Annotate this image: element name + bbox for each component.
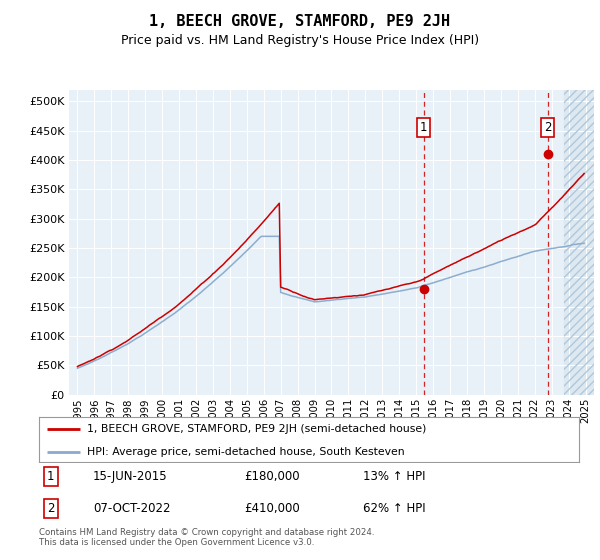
Text: £180,000: £180,000 bbox=[244, 470, 300, 483]
Text: Price paid vs. HM Land Registry's House Price Index (HPI): Price paid vs. HM Land Registry's House … bbox=[121, 34, 479, 46]
Text: Contains HM Land Registry data © Crown copyright and database right 2024.
This d: Contains HM Land Registry data © Crown c… bbox=[39, 528, 374, 547]
Text: 1, BEECH GROVE, STAMFORD, PE9 2JH: 1, BEECH GROVE, STAMFORD, PE9 2JH bbox=[149, 14, 451, 29]
Bar bbox=[563, 90, 600, 395]
Text: 1: 1 bbox=[47, 470, 55, 483]
Text: HPI: Average price, semi-detached house, South Kesteven: HPI: Average price, semi-detached house,… bbox=[86, 447, 404, 457]
Text: £410,000: £410,000 bbox=[244, 502, 300, 515]
Text: 62% ↑ HPI: 62% ↑ HPI bbox=[363, 502, 425, 515]
Text: 13% ↑ HPI: 13% ↑ HPI bbox=[363, 470, 425, 483]
Text: 07-OCT-2022: 07-OCT-2022 bbox=[93, 502, 170, 515]
Text: 2: 2 bbox=[544, 122, 551, 134]
Text: 15-JUN-2015: 15-JUN-2015 bbox=[93, 470, 167, 483]
Text: 1, BEECH GROVE, STAMFORD, PE9 2JH (semi-detached house): 1, BEECH GROVE, STAMFORD, PE9 2JH (semi-… bbox=[86, 424, 426, 435]
Bar bbox=[563, 90, 600, 395]
Text: 1: 1 bbox=[420, 122, 428, 134]
Text: 2: 2 bbox=[47, 502, 55, 515]
